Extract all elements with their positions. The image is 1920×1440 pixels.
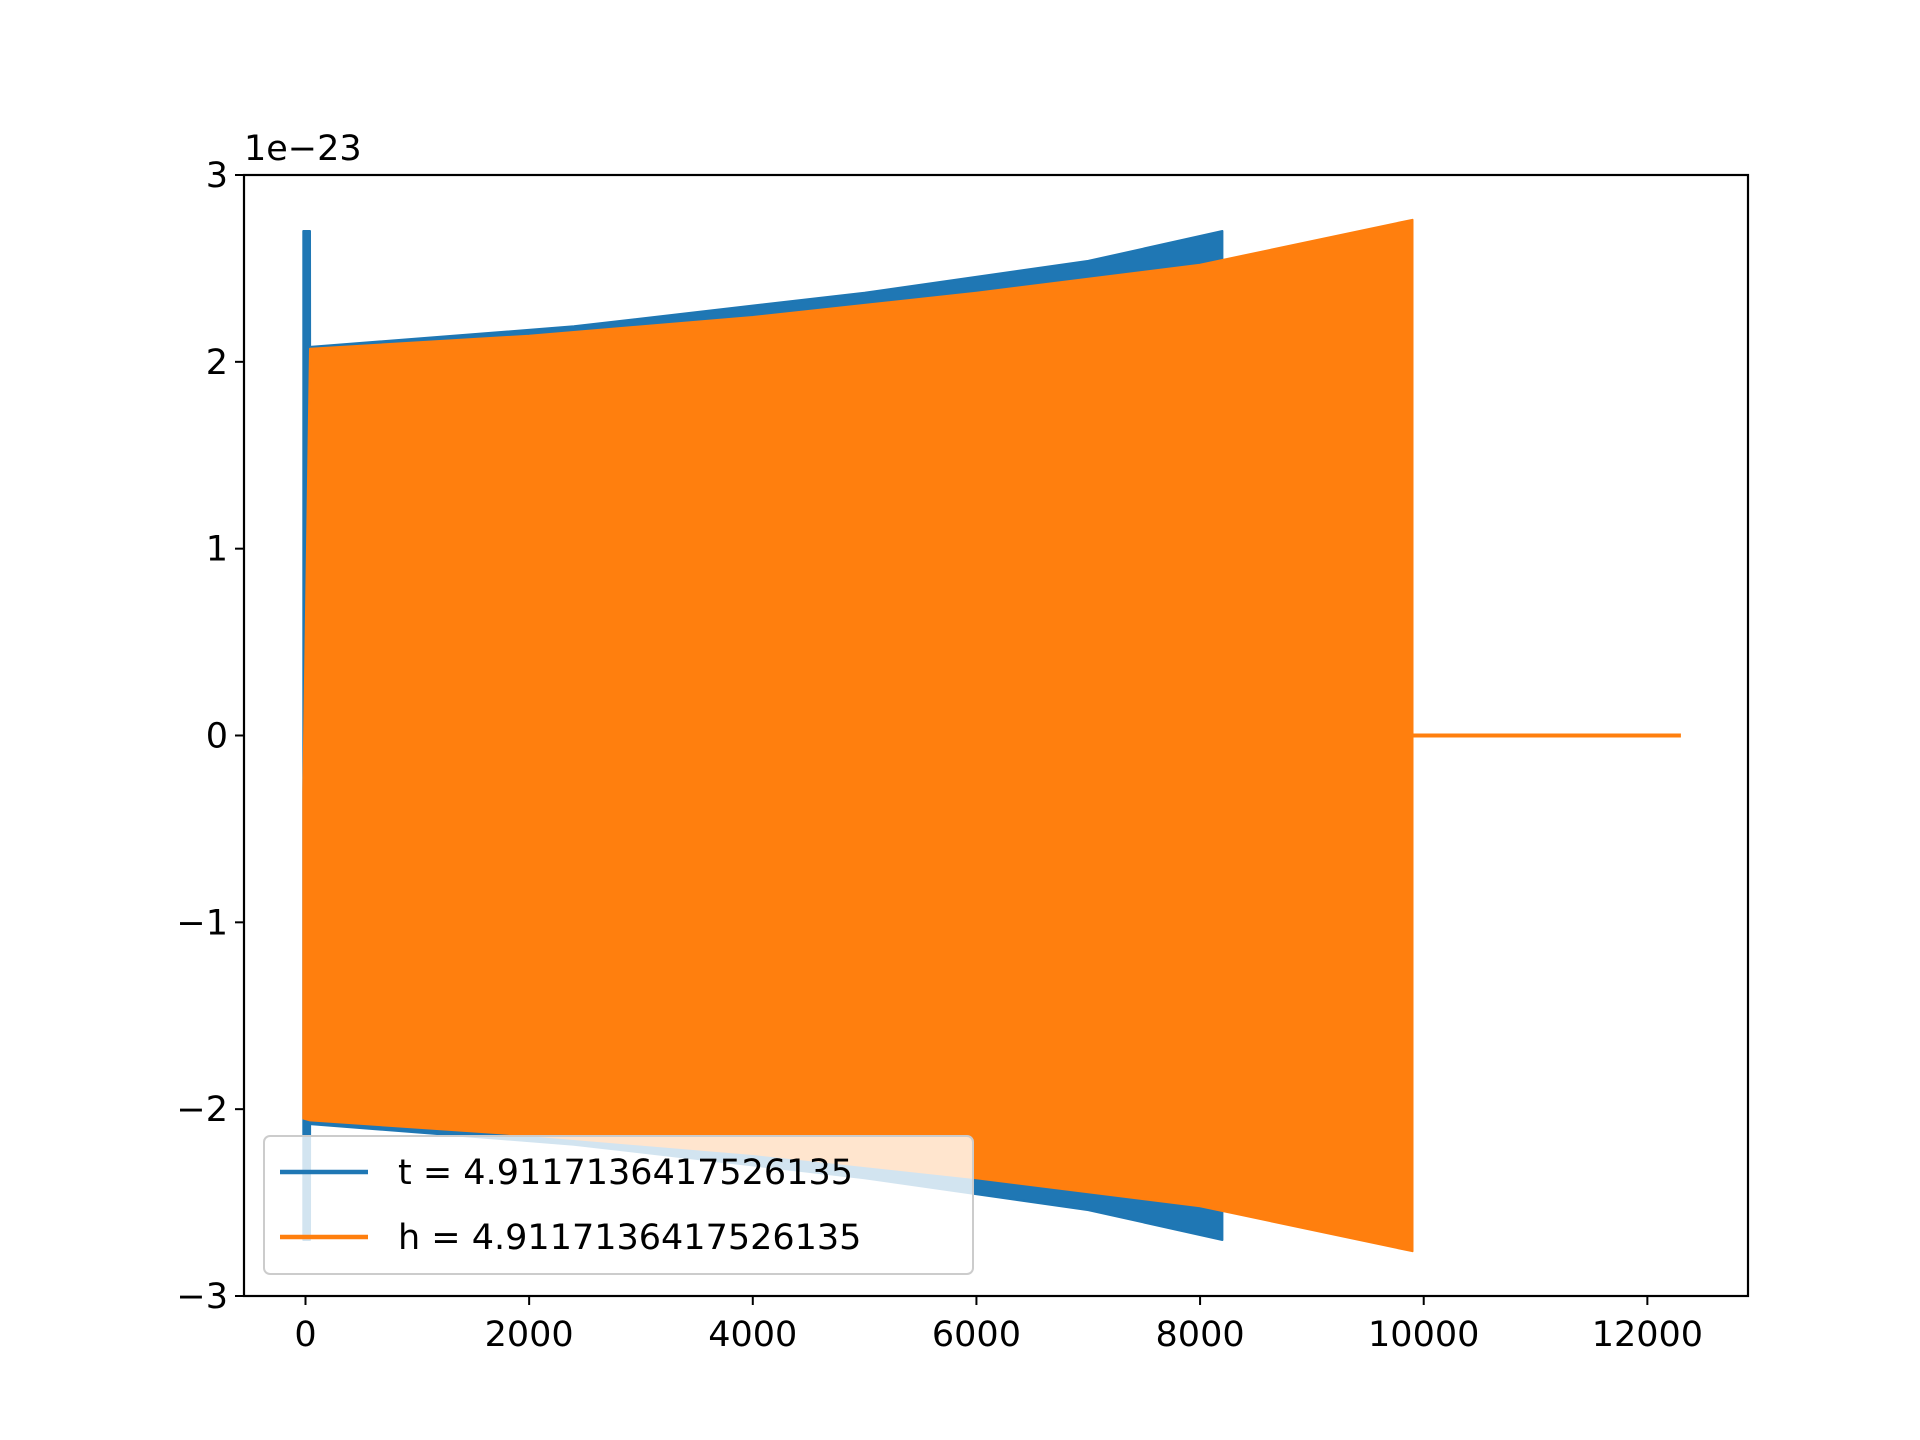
y-tick-label: 2 [206,343,228,383]
y-offset-label: 1e−23 [244,129,362,169]
y-tick-label: −1 [176,903,228,943]
x-tick-label: 2000 [485,1315,574,1355]
legend-box [263,1135,974,1275]
series-layer [302,218,1681,1253]
x-tick-label: 0 [294,1315,316,1355]
y-tick-label: 3 [206,156,228,196]
x-tick-label: 6000 [932,1315,1021,1355]
y-tick-label: 1 [206,530,228,570]
x-tick-label: 8000 [1156,1315,1245,1355]
y-tick-label: 0 [206,717,228,757]
ticks-layer: 0 2000 4000 6000 8000 10000 12000 −3 −2 −1 0 1 2 3 [176,156,1703,1355]
legend-label-2: h = 4.9117136417526135 [398,1218,861,1258]
x-tick-label: 12000 [1592,1315,1703,1355]
series-2-band [302,218,1414,1253]
legend-label-1: t = 4.9117136417526135 [398,1153,853,1193]
y-tick-label: −3 [176,1277,228,1317]
x-tick-label: 4000 [708,1315,797,1355]
legend: t = 4.9117136417526135 h = 4.911713641752… [263,1135,974,1275]
y-tick-label: −2 [176,1090,228,1130]
x-tick-label: 10000 [1368,1315,1479,1355]
